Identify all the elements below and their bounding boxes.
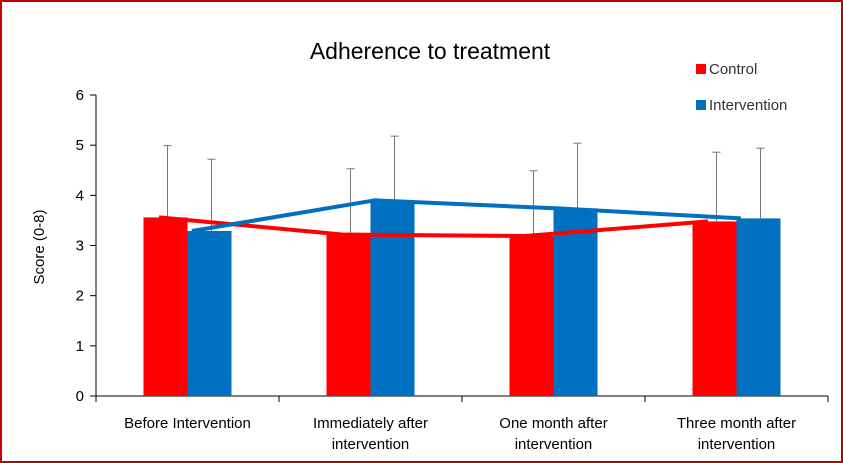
y-tick-label: 4 [76, 187, 84, 204]
line-control [158, 215, 709, 238]
chart-title: Adherence to treatment [310, 38, 551, 64]
x-tick-label-line: intervention [515, 436, 593, 453]
y-axis-label: Score (0-8) [31, 209, 48, 284]
legend-label-control: Control [709, 61, 757, 78]
y-tick-label: 1 [76, 338, 84, 355]
y-tick-label: 6 [76, 87, 84, 104]
bars [143, 200, 781, 396]
bar-intervention [736, 218, 781, 396]
x-tick-label-line: Three month after [677, 415, 796, 432]
bar-intervention [553, 208, 598, 396]
x-tick-label-line: intervention [332, 436, 410, 453]
bar-control [143, 217, 188, 396]
x-tick-label: Immediately after intervention [313, 415, 428, 453]
y-tick-label: 3 [76, 238, 84, 255]
bar-intervention [187, 230, 232, 396]
error-bars [163, 135, 765, 236]
legend-swatch-intervention [696, 100, 706, 110]
bar-control [326, 234, 371, 396]
x-tick-label-line: intervention [698, 436, 776, 453]
line-intervention [191, 198, 742, 233]
legend-swatch-control [696, 64, 706, 74]
x-tick-labels: Before Intervention Immediately after inte… [124, 415, 796, 453]
y-tick-label: 2 [76, 288, 84, 305]
x-tick-label: Before Intervention [124, 415, 251, 432]
legend: Control Intervention [696, 61, 787, 114]
legend-label-intervention: Intervention [709, 97, 787, 114]
bar-intervention [370, 200, 415, 396]
y-tick-label: 0 [76, 388, 84, 405]
x-tick-label: One month after intervention [499, 415, 607, 453]
x-tick-label-line: One month after [499, 415, 607, 432]
y-tick-label: 5 [76, 137, 84, 154]
x-tick-label-line: Immediately after [313, 415, 428, 432]
x-tick-label-line: Before Intervention [124, 415, 251, 432]
series-lines [158, 198, 742, 238]
x-tick-label: Three month after intervention [677, 415, 796, 453]
bar-control [509, 235, 554, 396]
bar-control [692, 221, 737, 396]
